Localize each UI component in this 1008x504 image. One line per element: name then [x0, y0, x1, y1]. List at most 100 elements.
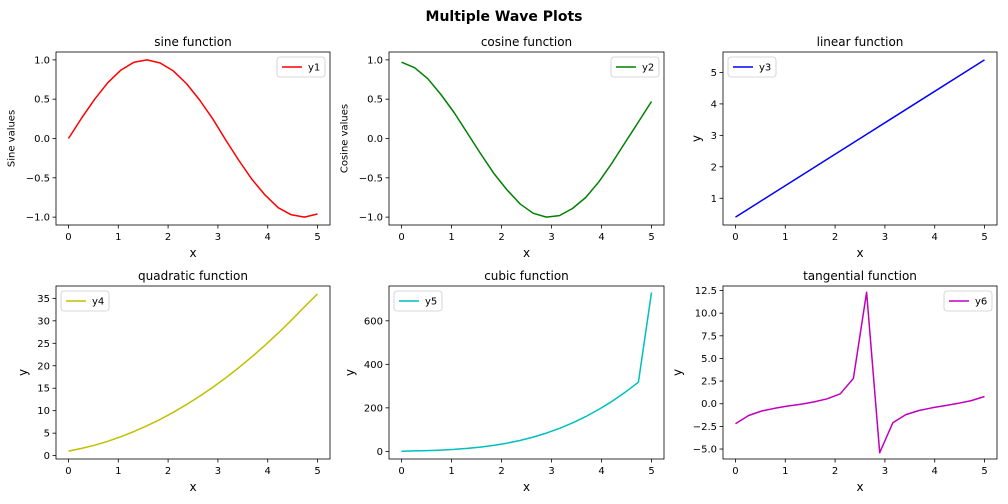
y-tick-label: −1.0 — [26, 213, 50, 224]
subplot-3: 0 1 2 3 4 5 1 2 3 4 5 linear function x y y3 — [690, 35, 998, 260]
x-tick-label: 0 — [65, 466, 71, 477]
x-tick-label: 5 — [648, 466, 654, 477]
x-tick-label: 1 — [782, 466, 788, 477]
legend: y1 — [276, 56, 326, 78]
legend-label: y1 — [308, 63, 320, 74]
legend: y2 — [610, 56, 660, 78]
y-tick-label: 12.5 — [695, 286, 717, 297]
legend: y5 — [393, 290, 443, 312]
y-tick-label: 1 — [711, 194, 717, 205]
x-axis-label: x — [189, 480, 196, 494]
y-tick-label: 20 — [37, 361, 50, 372]
legend: y3 — [727, 56, 777, 78]
x-tick-label: 2 — [498, 232, 504, 243]
x-axis-label: x — [523, 480, 530, 494]
legend-label: y4 — [92, 297, 104, 308]
legend-label: y6 — [975, 297, 987, 308]
x-tick-label: 0 — [732, 466, 738, 477]
x-axis-label: x — [856, 246, 863, 260]
x-tick-label: 5 — [314, 466, 320, 477]
y-tick-label: 10.0 — [695, 309, 717, 320]
y-axis-label: y — [690, 135, 704, 142]
x-tick-label: 4 — [265, 466, 271, 477]
y-tick-label: 200 — [364, 403, 383, 414]
x-tick-label: 2 — [165, 466, 171, 477]
x-tick-label: 2 — [498, 466, 504, 477]
y-axis-label: y — [343, 369, 357, 376]
y-tick-label: 0 — [44, 451, 50, 462]
subplot-title: cosine function — [481, 35, 572, 49]
x-tick-label: 5 — [981, 466, 987, 477]
x-tick-label: 1 — [115, 232, 121, 243]
x-tick-label: 4 — [598, 232, 604, 243]
y-tick-label: 30 — [37, 316, 50, 327]
series-line-y5 — [401, 292, 653, 452]
legend-label: y3 — [759, 63, 771, 74]
series-line-y4 — [68, 293, 319, 452]
y-tick-label: 5.0 — [701, 354, 717, 365]
x-tick-label: 2 — [832, 232, 838, 243]
series-line-y6 — [735, 291, 985, 454]
legend-label: y2 — [642, 63, 654, 74]
x-tick-label: 0 — [398, 232, 404, 243]
subplot-title: quadratic function — [138, 269, 248, 283]
x-tick-label: 0 — [732, 232, 738, 243]
x-tick-label: 2 — [832, 466, 838, 477]
axes-frame — [55, 285, 331, 460]
y-axis-label: Cosine values — [339, 104, 350, 173]
x-tick-label: 0 — [65, 232, 71, 243]
y-tick-label: 0.0 — [367, 134, 383, 145]
y-axis-label: y — [670, 369, 684, 376]
x-tick-label: 3 — [215, 232, 221, 243]
x-tick-label: 3 — [548, 232, 554, 243]
x-tick-label: 5 — [648, 232, 654, 243]
y-tick-label: −0.5 — [26, 173, 50, 184]
subplot-title: cubic function — [484, 269, 569, 283]
y-tick-label: 400 — [364, 360, 383, 371]
series-line-y1 — [67, 59, 318, 218]
x-tick-label: 3 — [882, 232, 888, 243]
subplot-title: sine function — [154, 35, 231, 49]
series-line-y2 — [401, 61, 653, 218]
y-axis-label: y — [16, 369, 30, 376]
y-tick-label: 2 — [711, 162, 717, 173]
y-tick-label: 25 — [37, 339, 50, 350]
x-tick-label: 5 — [981, 232, 987, 243]
y-tick-label: 1.0 — [367, 55, 383, 66]
x-axis-label: x — [856, 480, 863, 494]
x-tick-label: 3 — [882, 466, 888, 477]
y-tick-label: 7.5 — [701, 331, 717, 342]
x-tick-label: 4 — [265, 232, 271, 243]
x-tick-label: 5 — [314, 232, 320, 243]
axes-frame — [722, 51, 998, 226]
y-tick-label: 35 — [37, 294, 50, 305]
x-tick-label: 1 — [448, 466, 454, 477]
x-tick-label: 1 — [115, 466, 121, 477]
subplot-title: tangential function — [803, 269, 917, 283]
subplot-2: 0 1 2 3 4 5 −1.0 −0.5 0.0 0.5 1.0 cosine function x C… — [339, 35, 665, 260]
x-tick-label: 3 — [215, 466, 221, 477]
y-tick-label: 15 — [37, 384, 50, 395]
subplot-5: 0 1 2 3 4 5 0 200 400 600 cubic function x y y5 — [343, 269, 665, 494]
subplot-grid: 0 1 2 3 4 5 −1.0 −0.5 0.0 0.5 1.0 sine function x Sin… — [6, 35, 998, 494]
y-tick-label: −2.5 — [693, 422, 717, 433]
y-tick-label: 600 — [364, 316, 383, 327]
legend: y4 — [60, 290, 110, 312]
series-line-y3 — [735, 59, 985, 218]
y-tick-label: 0.5 — [367, 95, 383, 106]
x-axis-label: x — [189, 246, 196, 260]
y-tick-label: −0.5 — [359, 173, 383, 184]
x-tick-label: 1 — [782, 232, 788, 243]
y-tick-label: 5 — [44, 429, 50, 440]
y-tick-label: 0.0 — [34, 134, 50, 145]
y-tick-label: 3 — [711, 131, 717, 142]
axes-frame — [722, 285, 998, 460]
y-tick-label: 4 — [711, 99, 717, 110]
x-tick-label: 4 — [932, 232, 938, 243]
axes-frame — [388, 285, 665, 460]
x-tick-label: 4 — [932, 466, 938, 477]
y-tick-label: 0.5 — [34, 95, 50, 106]
legend: y6 — [943, 290, 993, 312]
